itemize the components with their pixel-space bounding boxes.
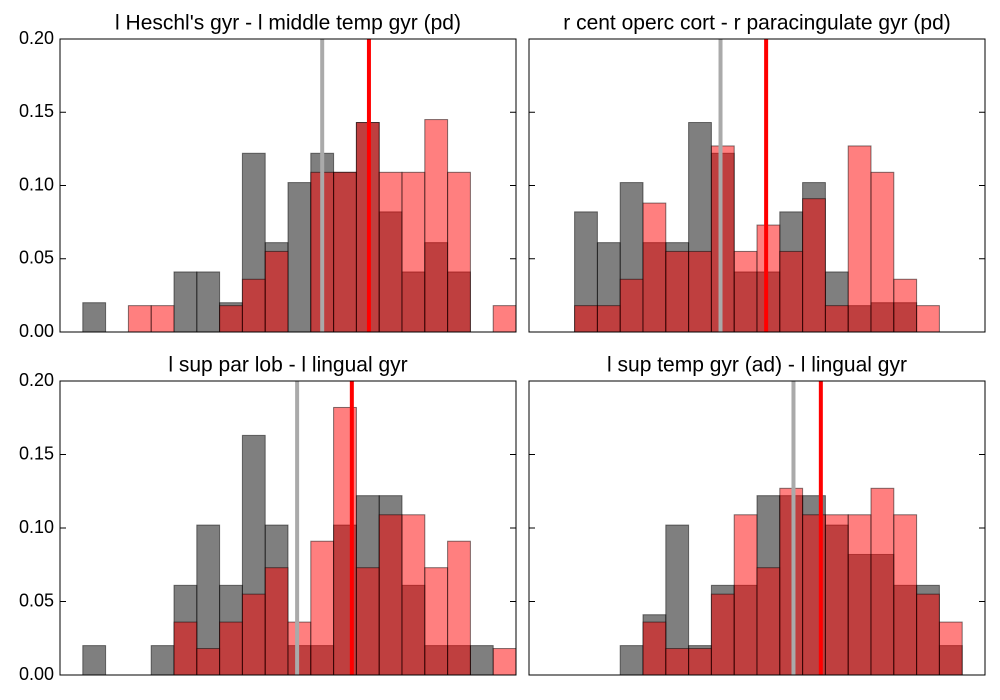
histogram-bar [733,514,758,676]
histogram-bar [688,250,712,333]
histogram-bar [733,250,758,333]
histogram-bar [378,171,403,333]
y-tick-label: 0.00 [19,664,54,684]
histogram-bar [127,305,152,333]
histogram-bar [150,645,175,676]
chart-title: l sup temp gyr (ad) - l lingual gyr [607,354,907,377]
histogram-bar [196,648,221,676]
histogram-bar [756,567,781,676]
chart-title: l Heschl's gyr - l middle temp gyr (pd) [115,12,461,35]
histogram-bar [310,540,335,676]
histogram-bar [642,202,667,333]
histogram-bar [447,171,471,333]
histogram-bar [219,621,243,676]
histogram-bar [219,305,243,333]
histogram-bar [355,567,380,676]
y-tick-label: 0.10 [19,517,54,537]
histogram-bar [287,182,312,333]
histogram-bar [82,302,107,333]
histogram-bar [424,567,449,676]
y-tick-label: 0.20 [19,370,54,390]
y-tick-label: 0.10 [19,174,54,194]
histogram-bar [333,171,357,333]
histogram-bar [241,278,266,333]
histogram-bar [469,645,494,676]
histogram-bar [492,648,517,676]
histogram-bar [710,593,735,676]
histogram-bar [870,487,895,676]
y-tick-label: 0.20 [19,28,54,48]
histogram-bar [619,645,644,676]
histogram-bar [264,250,289,333]
histogram-bar [173,271,198,333]
histogram-bar [802,198,826,333]
histogram-bar [82,645,107,676]
plot-frame [528,38,986,333]
histogram-bar [596,305,621,333]
histogram-bar [241,593,266,676]
histogram-bar [264,567,289,676]
plot-frame [59,380,517,676]
histogram-bar [688,648,712,676]
histogram-bar [401,171,426,333]
histogram-bar [870,171,895,333]
histogram-bar [779,487,804,676]
histogram-bar [824,514,849,676]
y-tick-label: 0.05 [19,248,54,268]
histogram-bar [916,593,940,676]
histogram-bar [779,250,804,333]
histogram-bar [287,621,312,676]
histogram-bar [642,621,667,676]
histogram-bar [847,514,872,676]
histogram-bar [938,621,963,676]
y-tick-label: 0.15 [19,101,54,121]
histogram-bar [710,145,735,333]
histogram-bar [916,305,940,333]
histogram-bar [893,514,918,676]
histogram-bar [401,514,426,676]
plot-frame [528,380,986,676]
histogram-bar [824,305,849,333]
histogram-bar [619,278,644,333]
y-tick-label: 0.15 [19,443,54,463]
histogram-bar [492,305,517,333]
histogram-bar [893,278,918,333]
histogram-bar [574,305,598,333]
histogram-bar [150,305,175,333]
histogram-bar [665,648,690,676]
histogram-bar [424,119,449,333]
histogram-bar [447,540,471,676]
y-tick-label: 0.05 [19,590,54,610]
histogram-bar [378,514,403,676]
histogram-bar [665,250,690,333]
histogram-bar [196,271,221,333]
histogram-bar [173,621,198,676]
histogram-bar [847,145,872,333]
histogram-bar [756,224,781,333]
chart-title: l sup par lob - l lingual gyr [168,354,407,377]
plot-frame [59,38,517,333]
y-tick-label: 0.00 [19,321,54,341]
chart-title: r cent operc cort - r paracingulate gyr … [563,12,951,35]
